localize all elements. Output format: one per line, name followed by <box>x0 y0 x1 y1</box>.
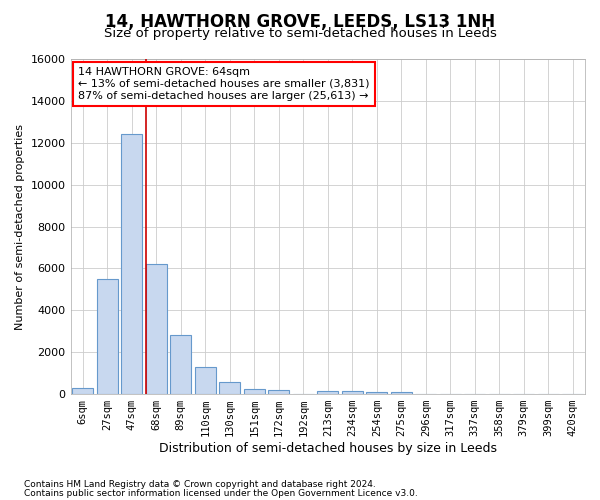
Bar <box>220 382 240 394</box>
Text: Contains public sector information licensed under the Open Government Licence v3: Contains public sector information licen… <box>24 488 418 498</box>
Bar <box>268 390 289 394</box>
Y-axis label: Number of semi-detached properties: Number of semi-detached properties <box>15 124 25 330</box>
Bar <box>317 391 338 394</box>
Bar <box>342 391 362 394</box>
Text: Contains HM Land Registry data © Crown copyright and database right 2024.: Contains HM Land Registry data © Crown c… <box>24 480 376 489</box>
Text: 14, HAWTHORN GROVE, LEEDS, LS13 1NH: 14, HAWTHORN GROVE, LEEDS, LS13 1NH <box>105 12 495 30</box>
X-axis label: Distribution of semi-detached houses by size in Leeds: Distribution of semi-detached houses by … <box>159 442 497 455</box>
Bar <box>73 388 93 394</box>
Bar <box>170 336 191 394</box>
Bar <box>391 392 412 394</box>
Bar <box>97 279 118 394</box>
Text: 14 HAWTHORN GROVE: 64sqm
← 13% of semi-detached houses are smaller (3,831)
87% o: 14 HAWTHORN GROVE: 64sqm ← 13% of semi-d… <box>78 68 370 100</box>
Bar <box>121 134 142 394</box>
Bar <box>367 392 387 394</box>
Bar <box>146 264 167 394</box>
Bar <box>244 389 265 394</box>
Bar <box>195 367 215 394</box>
Text: Size of property relative to semi-detached houses in Leeds: Size of property relative to semi-detach… <box>104 28 496 40</box>
